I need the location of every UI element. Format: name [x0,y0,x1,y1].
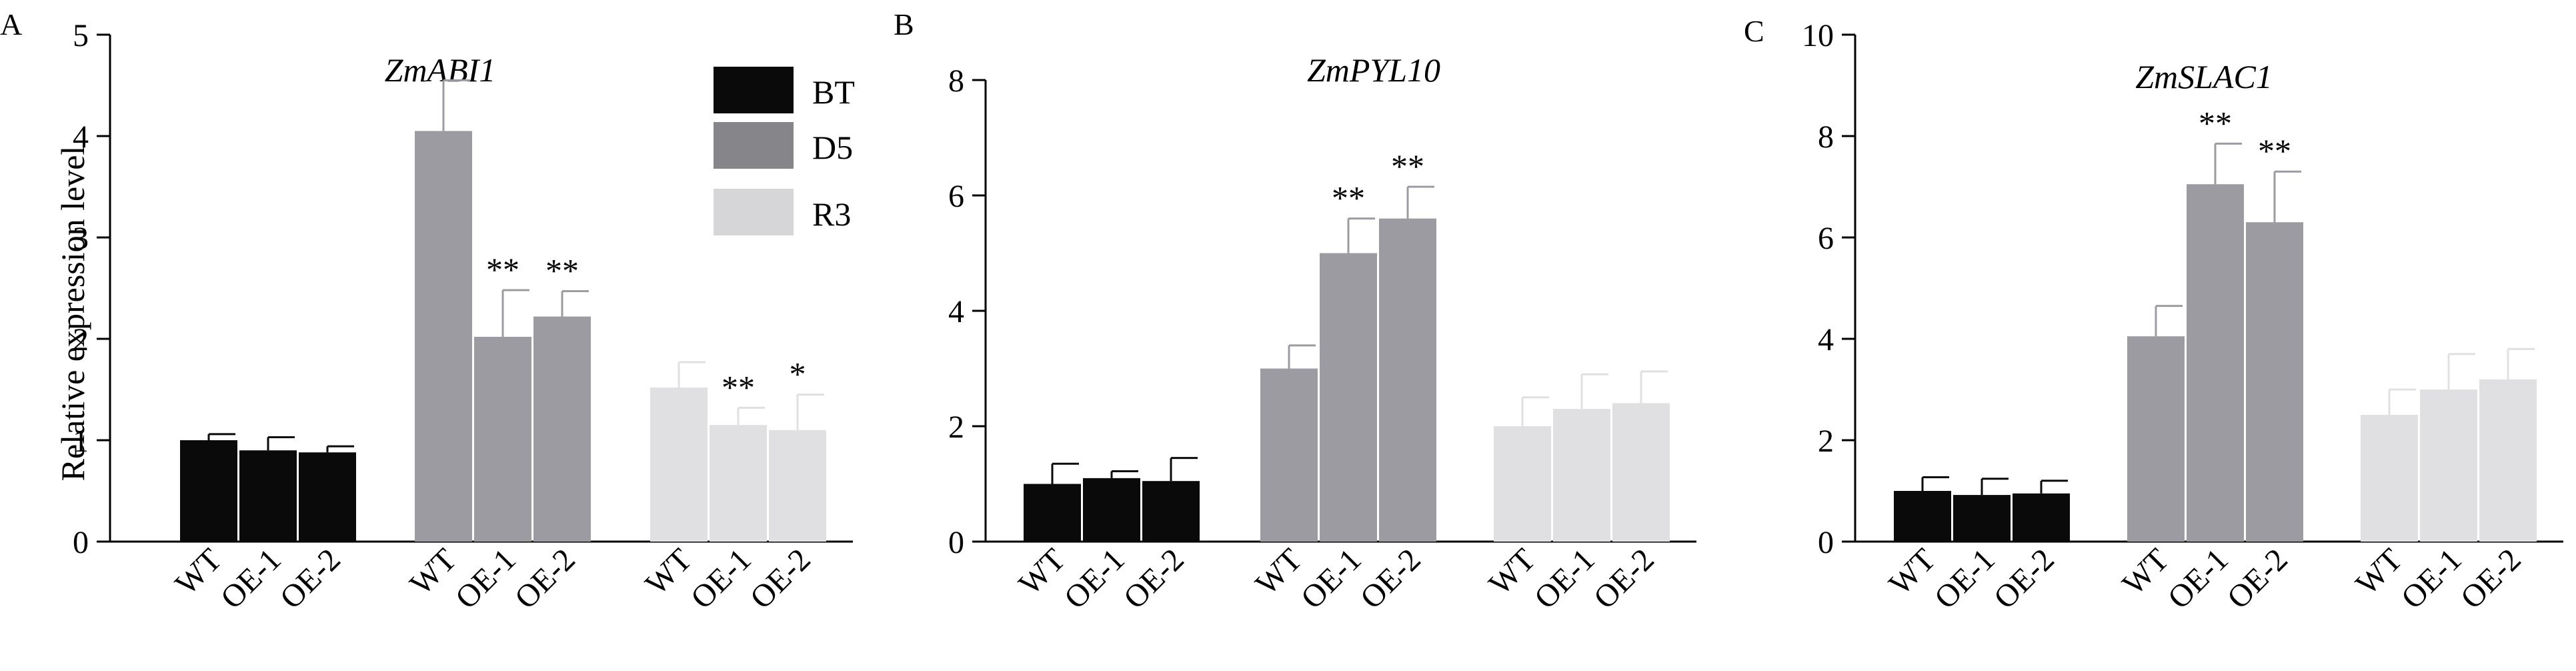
x-tick-label: OE-2 [2454,542,2528,616]
bar [2127,336,2185,542]
bar [1024,484,1081,542]
bar [2361,415,2418,542]
bar [2420,390,2477,542]
y-axis-label: Relative expression level [54,146,91,482]
bar [1894,491,1951,542]
x-tick-label: OE-1 [449,542,523,616]
bar [415,131,472,542]
bar [2013,493,2070,542]
x-tick-label: OE-1 [684,542,758,616]
bar [1379,218,1436,542]
bar [1083,478,1140,542]
legend-label-bt: BT [812,73,855,111]
y-tick-label: 5 [73,18,89,53]
panel-a: A ZmABI1 Relative expression level BT D5… [0,7,855,616]
panel-c-title: ZmSLAC1 [2135,58,2273,95]
y-tick-label: 4 [948,294,964,329]
x-tick-label: OE-2 [1117,542,1191,616]
y-tick-label: 4 [1818,322,1834,358]
panel-c-label: C [1744,14,1764,48]
bar [533,316,591,542]
legend-swatch-r3 [714,189,794,235]
x-tick-label: OE-2 [1587,542,1661,616]
y-tick-label: 2 [948,410,964,445]
x-tick-label: OE-2 [1987,542,2061,616]
x-tick-label: OE-2 [1354,542,1428,616]
x-tick-label: OE-1 [1058,542,1132,616]
bar [2246,222,2303,542]
legend-label-d5: D5 [812,129,853,166]
significance-label: ** [722,368,755,406]
bar [474,336,531,542]
y-tick-label: 8 [1818,119,1834,155]
x-tick-label: OE-1 [1528,542,1602,616]
bar [180,440,237,542]
bar [769,430,826,542]
x-tick-label: OE-1 [2395,542,2469,616]
y-tick-label: 4 [73,119,89,155]
y-tick-label: 2 [1818,424,1834,459]
x-tick-label: OE-1 [2161,542,2235,616]
bar [1494,426,1551,542]
bar [1553,409,1610,542]
bar [1260,368,1318,542]
bar [2187,184,2244,542]
y-tick-label: 10 [1802,18,1834,53]
panel-a-title: ZmABI1 [385,51,496,89]
panel-b-title: ZmPYL10 [1307,51,1440,89]
y-tick-label: 2 [73,322,89,358]
significance-label: ** [1391,147,1424,185]
bar [299,452,356,542]
y-tick-label: 1 [73,424,89,459]
x-tick-label: OE-1 [214,542,288,616]
y-tick-label: 0 [73,525,89,560]
x-tick-label: OE-2 [744,542,818,616]
significance-label: ** [1332,179,1365,217]
y-tick-label: 6 [948,179,964,214]
x-tick-label: OE-2 [508,542,582,616]
y-tick-label: 8 [948,63,964,99]
y-tick-label: 0 [1818,525,1834,560]
bar [2479,379,2537,542]
significance-label: ** [545,252,579,289]
x-tick-label: OE-1 [1294,542,1368,616]
significance-label: ** [2199,104,2232,141]
legend-label-r3: R3 [812,195,851,233]
bar [650,387,708,542]
x-tick-label: OE-2 [2221,542,2295,616]
bar [710,425,767,542]
panel-b-label: B [894,7,914,41]
bar [1612,403,1670,542]
legend-swatch-d5 [714,122,794,169]
y-tick-label: 0 [948,525,964,560]
panel-a-label: A [0,7,22,41]
legend-swatch-bt [714,67,794,113]
y-tick-label: 3 [73,221,89,256]
x-tick-label: OE-1 [1928,542,2002,616]
legend: BT D5 R3 [714,67,855,235]
y-tick-label: 6 [1818,221,1834,256]
bar [239,450,297,542]
bar [1142,481,1200,542]
significance-label: ** [2258,132,2291,169]
bar [1320,253,1377,542]
bar [1953,495,2011,542]
significance-label: * [790,356,806,393]
x-tick-label: OE-2 [273,542,347,616]
significance-label: ** [486,251,519,288]
